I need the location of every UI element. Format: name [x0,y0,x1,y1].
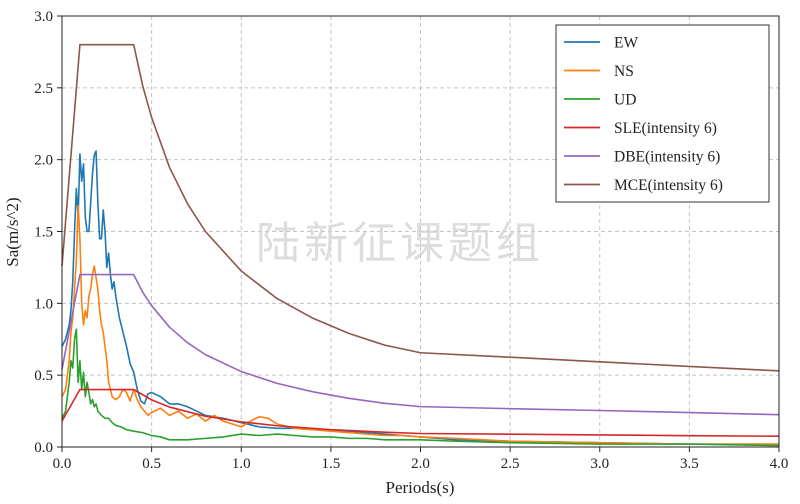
legend: EW NS UD SLE(intensity 6) DBE(intensity 6) MC… [555,24,770,203]
series-line-ns [61,204,779,445]
y-axis: 0.0 0.5 1.0 1.5 2.0 2.5 3.0 [34,9,62,456]
legend-label-ew: EW [614,35,638,52]
series-line-mce-intensity-6 [61,43,780,372]
y-tick-label: 2.0 [34,153,53,169]
legend-label-ns: NS [614,63,634,80]
y-tick-label: 1.5 [34,225,53,241]
y-tick-label: 2.5 [34,81,53,97]
x-tick-label: 1.5 [322,456,341,472]
series-line-sle-intensity-6 [61,388,780,438]
x-tick-label: 0.0 [53,456,72,472]
x-axis-label: Periods(s) [386,478,455,497]
x-tick-label: 2.0 [411,456,430,472]
series-line-dbe-intensity-6 [61,273,780,416]
series-lines [61,43,780,447]
x-tick-label: 1.0 [232,456,251,472]
series-line-ud [61,328,780,447]
legend-label-ud: UD [614,92,636,109]
y-tick-label: 1.0 [34,296,53,312]
x-tick-label: 2.5 [501,456,520,472]
x-tick-label: 3.0 [590,456,609,472]
watermark: 陆新征课题组 [256,218,544,269]
y-axis-label: Sa(m/s^2) [3,197,22,266]
x-tick-label: 4.0 [770,456,789,472]
x-axis: 0.0 0.5 1.0 1.5 2.0 2.5 3.0 3.5 4.0 [53,447,789,472]
x-tick-label: 0.5 [142,456,161,472]
legend-box [555,24,770,203]
y-tick-label: 0.5 [34,368,53,384]
legend-label-dbe-intensity-6: DBE(intensity 6) [614,149,720,166]
y-tick-label: 0.0 [34,440,53,456]
y-tick-label: 3.0 [34,9,53,25]
legend-label-mce-intensity-6: MCE(intensity 6) [614,177,723,194]
x-tick-label: 3.5 [680,456,699,472]
legend-label-sle-intensity-6: SLE(intensity 6) [614,120,717,137]
